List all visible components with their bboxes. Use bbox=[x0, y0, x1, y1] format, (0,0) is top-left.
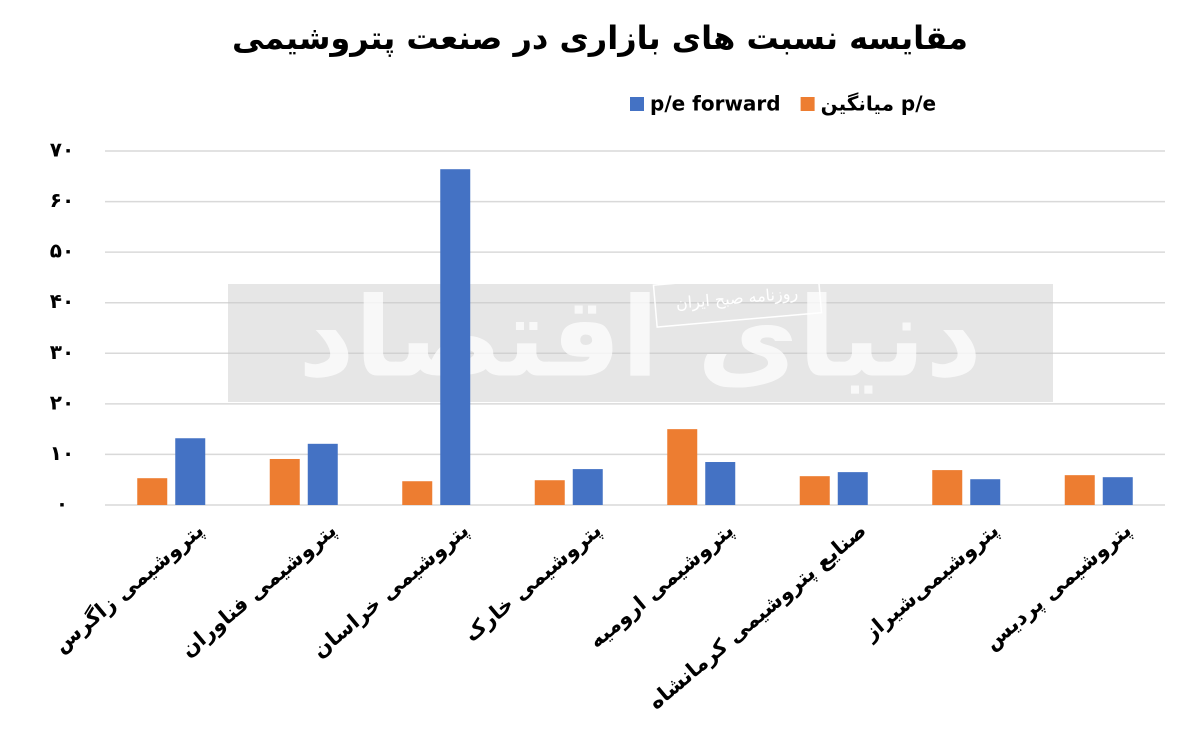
watermark-box bbox=[652, 270, 823, 328]
x-tick-label: صنایع پتروشیمی کرمانشاه bbox=[644, 518, 871, 714]
bar bbox=[1064, 475, 1095, 505]
bar bbox=[572, 469, 603, 505]
bar bbox=[307, 443, 338, 505]
y-tick-label: ۳۰ bbox=[50, 340, 74, 364]
bar bbox=[269, 458, 300, 505]
y-tick-label: ۵۰ bbox=[50, 239, 74, 263]
x-tick-label: پتروشیمی‌شیراز bbox=[858, 518, 1003, 645]
bar bbox=[137, 478, 168, 505]
x-tick-label: پتروشیمی ارومیه bbox=[584, 518, 738, 653]
chart-title: مقایسه نسبت های بازاری در صنعت پتروشیمی bbox=[232, 19, 968, 57]
legend-swatch bbox=[800, 97, 815, 111]
bar bbox=[534, 480, 565, 505]
y-tick-label: ۰ bbox=[56, 492, 68, 516]
bar bbox=[970, 479, 1001, 505]
plot: ۰ ۱۰ ۲۰ ۳۰ ۴۰ ۵۰ ۶۰ ۷۰ p/e forward میانگین p/e پتر… bbox=[48, 92, 1136, 715]
bar bbox=[705, 462, 736, 505]
x-tick-label: پتروشیمی پردیس bbox=[980, 518, 1136, 654]
legend-swatch bbox=[630, 97, 644, 111]
grid bbox=[105, 150, 1165, 506]
bar bbox=[1102, 477, 1133, 505]
bar bbox=[799, 476, 830, 505]
bar bbox=[440, 169, 471, 505]
bar bbox=[932, 470, 963, 505]
y-tick-label: ۲۰ bbox=[50, 390, 74, 414]
bar bbox=[402, 481, 433, 505]
x-tick-label: پتروشیمی خارک bbox=[459, 518, 605, 646]
bar bbox=[837, 472, 868, 505]
bar bbox=[667, 429, 698, 505]
watermark-brand: دنیای اقتصاد bbox=[298, 273, 982, 401]
bar bbox=[175, 438, 206, 505]
y-tick-label: ۶۰ bbox=[50, 188, 74, 212]
y-tick-label: ۱۰ bbox=[50, 441, 74, 465]
legend-label: میانگین p/e bbox=[821, 92, 937, 116]
watermark-band bbox=[228, 284, 1053, 402]
legend-label: p/e forward bbox=[650, 92, 781, 116]
y-tick-label: ۷۰ bbox=[50, 138, 74, 162]
y-tick-label: ۴۰ bbox=[50, 289, 74, 313]
